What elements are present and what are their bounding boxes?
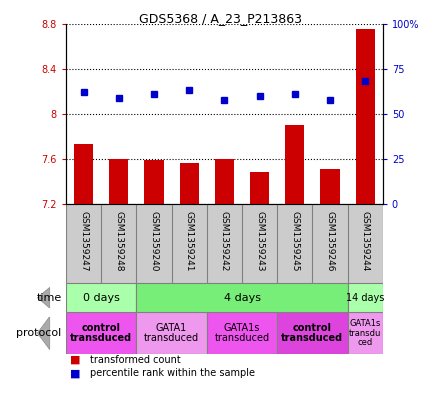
Text: GSM1359247: GSM1359247 <box>79 211 88 271</box>
Text: GSM1359241: GSM1359241 <box>185 211 194 271</box>
Text: GSM1359242: GSM1359242 <box>220 211 229 271</box>
Bar <box>320 169 340 204</box>
Text: GSM1359240: GSM1359240 <box>150 211 158 271</box>
Text: ■: ■ <box>70 368 81 378</box>
Text: time: time <box>37 293 62 303</box>
Text: GDS5368 / A_23_P213863: GDS5368 / A_23_P213863 <box>139 12 301 25</box>
Bar <box>207 312 277 354</box>
Text: GSM1359246: GSM1359246 <box>326 211 334 271</box>
Text: 14 days: 14 days <box>346 293 385 303</box>
Text: control
transduced: control transduced <box>281 323 344 343</box>
Text: GSM1359243: GSM1359243 <box>255 211 264 271</box>
Bar <box>356 29 375 204</box>
Bar <box>136 312 207 354</box>
Text: control
transduced: control transduced <box>70 323 132 343</box>
Text: GSM1359245: GSM1359245 <box>290 211 299 271</box>
Text: GATA1s
transdu
ced: GATA1s transdu ced <box>349 319 381 347</box>
Text: GSM1359248: GSM1359248 <box>114 211 123 271</box>
Polygon shape <box>37 317 50 350</box>
Bar <box>348 312 383 354</box>
Bar <box>277 312 348 354</box>
Text: percentile rank within the sample: percentile rank within the sample <box>90 368 255 378</box>
Text: 4 days: 4 days <box>224 293 260 303</box>
Bar <box>136 283 348 312</box>
Text: ■: ■ <box>70 354 81 365</box>
Polygon shape <box>37 287 50 308</box>
Text: GATA1s
transduced: GATA1s transduced <box>214 323 270 343</box>
Bar <box>144 160 164 204</box>
Bar <box>285 125 304 204</box>
Bar <box>215 159 234 204</box>
Bar <box>74 145 93 204</box>
Bar <box>250 172 269 204</box>
Text: transformed count: transformed count <box>90 354 181 365</box>
Text: GATA1
transduced: GATA1 transduced <box>144 323 199 343</box>
Bar <box>66 283 136 312</box>
Bar <box>66 312 136 354</box>
Text: GSM1359244: GSM1359244 <box>361 211 370 271</box>
Bar <box>180 163 199 204</box>
Bar <box>348 283 383 312</box>
Text: 0 days: 0 days <box>83 293 120 303</box>
Text: protocol: protocol <box>16 328 62 338</box>
Bar <box>109 159 128 204</box>
